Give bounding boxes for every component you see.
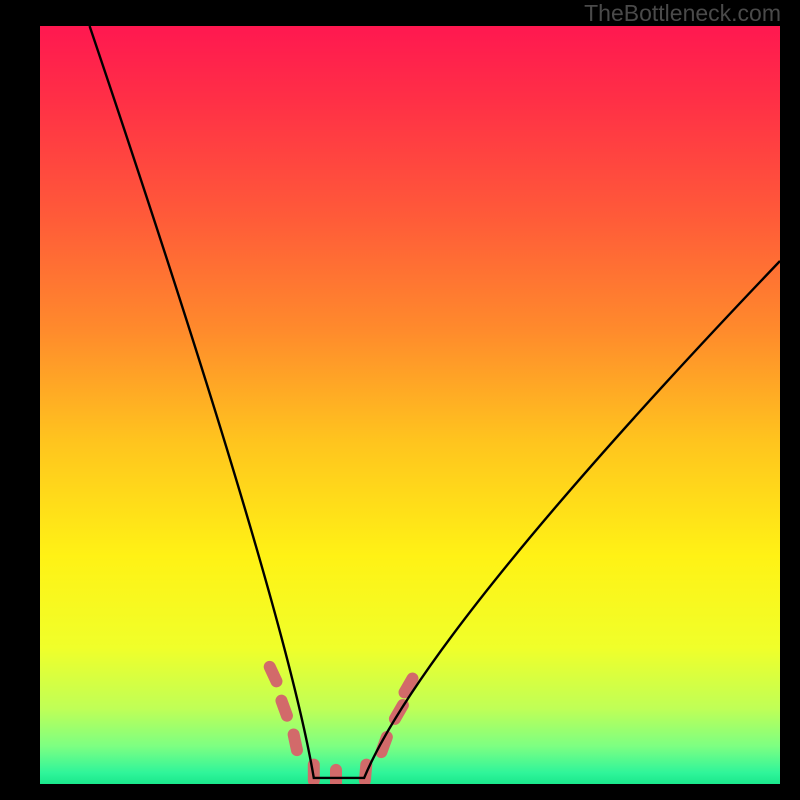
- curve-marker: [274, 693, 295, 723]
- chart-root: TheBottleneck.com: [0, 0, 800, 800]
- curve-layer: [0, 0, 800, 800]
- bottleneck-curve: [90, 26, 780, 778]
- curve-marker: [287, 727, 305, 757]
- curve-marker: [374, 729, 395, 759]
- curve-marker: [262, 659, 285, 689]
